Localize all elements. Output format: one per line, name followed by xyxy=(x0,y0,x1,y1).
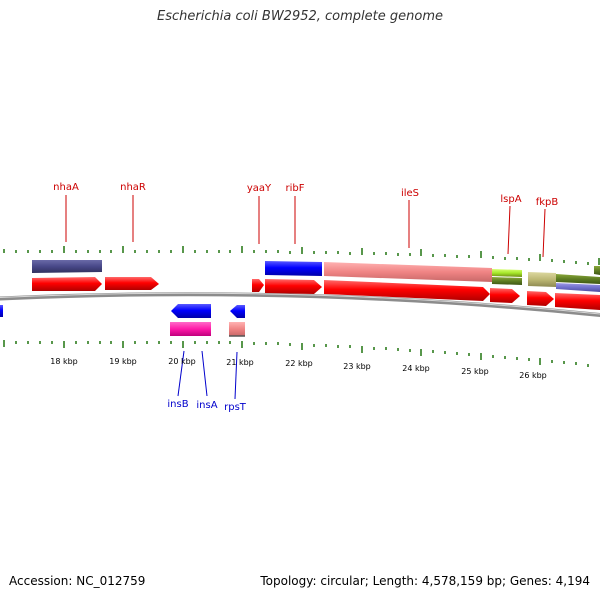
forward-label-leaders xyxy=(65,195,546,258)
gene-arrow-nhaR[interactable] xyxy=(105,277,159,290)
tick-label-20kbp: 20 kbp xyxy=(168,357,196,366)
gene-arrow-rpsT[interactable] xyxy=(230,305,245,318)
reverse-gene-labels: insB insA rpsT xyxy=(167,399,246,413)
scale-labels: 18 kbp 19 kbp 20 kbp 21 kbp 22 kbp 23 kb… xyxy=(50,357,547,380)
leader-insB xyxy=(177,350,185,397)
gene-label-ribF[interactable]: ribF xyxy=(286,183,305,194)
leader-rpsT xyxy=(234,351,238,400)
feature-box-lspA-top[interactable] xyxy=(492,269,522,277)
gene-arrow-ribF[interactable] xyxy=(265,279,322,294)
gene-arrow-left-edge[interactable] xyxy=(0,305,3,317)
tick-label-18kbp: 18 kbp xyxy=(50,357,78,366)
feature-box-next-top[interactable] xyxy=(556,274,600,284)
feature-box-insA[interactable] xyxy=(170,322,211,336)
gene-arrow-ileS[interactable] xyxy=(324,280,490,301)
gene-label-nhaA[interactable]: nhaA xyxy=(53,182,79,193)
tick-label-23kbp: 23 kbp xyxy=(343,362,371,371)
leader-fkpB xyxy=(542,208,546,258)
tick-label-21kbp: 21 kbp xyxy=(226,358,254,367)
tick-label-22kbp: 22 kbp xyxy=(285,359,313,368)
accession-label: Accession: NC_012759 xyxy=(9,574,146,588)
forward-gene-labels: nhaA nhaR yaaY ribF ileS lspA fkpB xyxy=(53,182,558,208)
tick-label-26kbp: 26 kbp xyxy=(519,371,547,380)
leader-insA xyxy=(201,350,208,397)
map-title: Escherichia coli BW2952, complete genome xyxy=(157,9,443,24)
feature-box-next-bottom[interactable] xyxy=(556,283,600,292)
leader-lspA xyxy=(507,205,511,255)
feature-box-rpsT[interactable] xyxy=(229,322,245,336)
gene-arrow-yaaY[interactable] xyxy=(252,279,264,292)
reverse-label-leaders xyxy=(177,350,238,400)
tick-label-19kbp: 19 kbp xyxy=(109,357,137,366)
gene-arrow-nhaA[interactable] xyxy=(32,277,102,291)
feature-box-ribF[interactable] xyxy=(265,261,322,276)
feature-box-next-right[interactable] xyxy=(594,266,600,275)
gene-label-insA[interactable]: insA xyxy=(196,400,217,411)
feature-box-nhaA[interactable] xyxy=(32,260,102,273)
feature-box-lspA-bottom[interactable] xyxy=(492,277,522,285)
gene-label-ileS[interactable]: ileS xyxy=(401,188,419,199)
gene-arrow-next[interactable] xyxy=(555,293,600,310)
tick-label-25kbp: 25 kbp xyxy=(461,367,489,376)
lower-tick-row xyxy=(3,340,589,367)
gene-label-lspA[interactable]: lspA xyxy=(500,194,521,205)
gene-arrow-insB[interactable] xyxy=(171,304,211,318)
genome-backbone xyxy=(0,292,600,318)
gene-label-rpsT[interactable]: rpsT xyxy=(224,402,247,413)
gene-label-fkpB[interactable]: fkpB xyxy=(536,197,559,208)
upper-tick-row xyxy=(3,246,600,265)
feature-box-ileS[interactable] xyxy=(324,262,492,282)
gene-arrow-lspA[interactable] xyxy=(490,288,520,303)
gene-label-yaaY[interactable]: yaaY xyxy=(247,183,272,194)
gene-arrow-fkpB[interactable] xyxy=(527,291,554,306)
tick-label-24kbp: 24 kbp xyxy=(402,364,430,373)
genome-summary: Topology: circular; Length: 4,578,159 bp… xyxy=(260,574,590,588)
feature-box-fkpB[interactable] xyxy=(528,272,556,287)
gene-label-insB[interactable]: insB xyxy=(167,399,188,410)
gene-label-nhaR[interactable]: nhaR xyxy=(120,182,146,193)
genome-backbone-highlight xyxy=(0,292,600,315)
